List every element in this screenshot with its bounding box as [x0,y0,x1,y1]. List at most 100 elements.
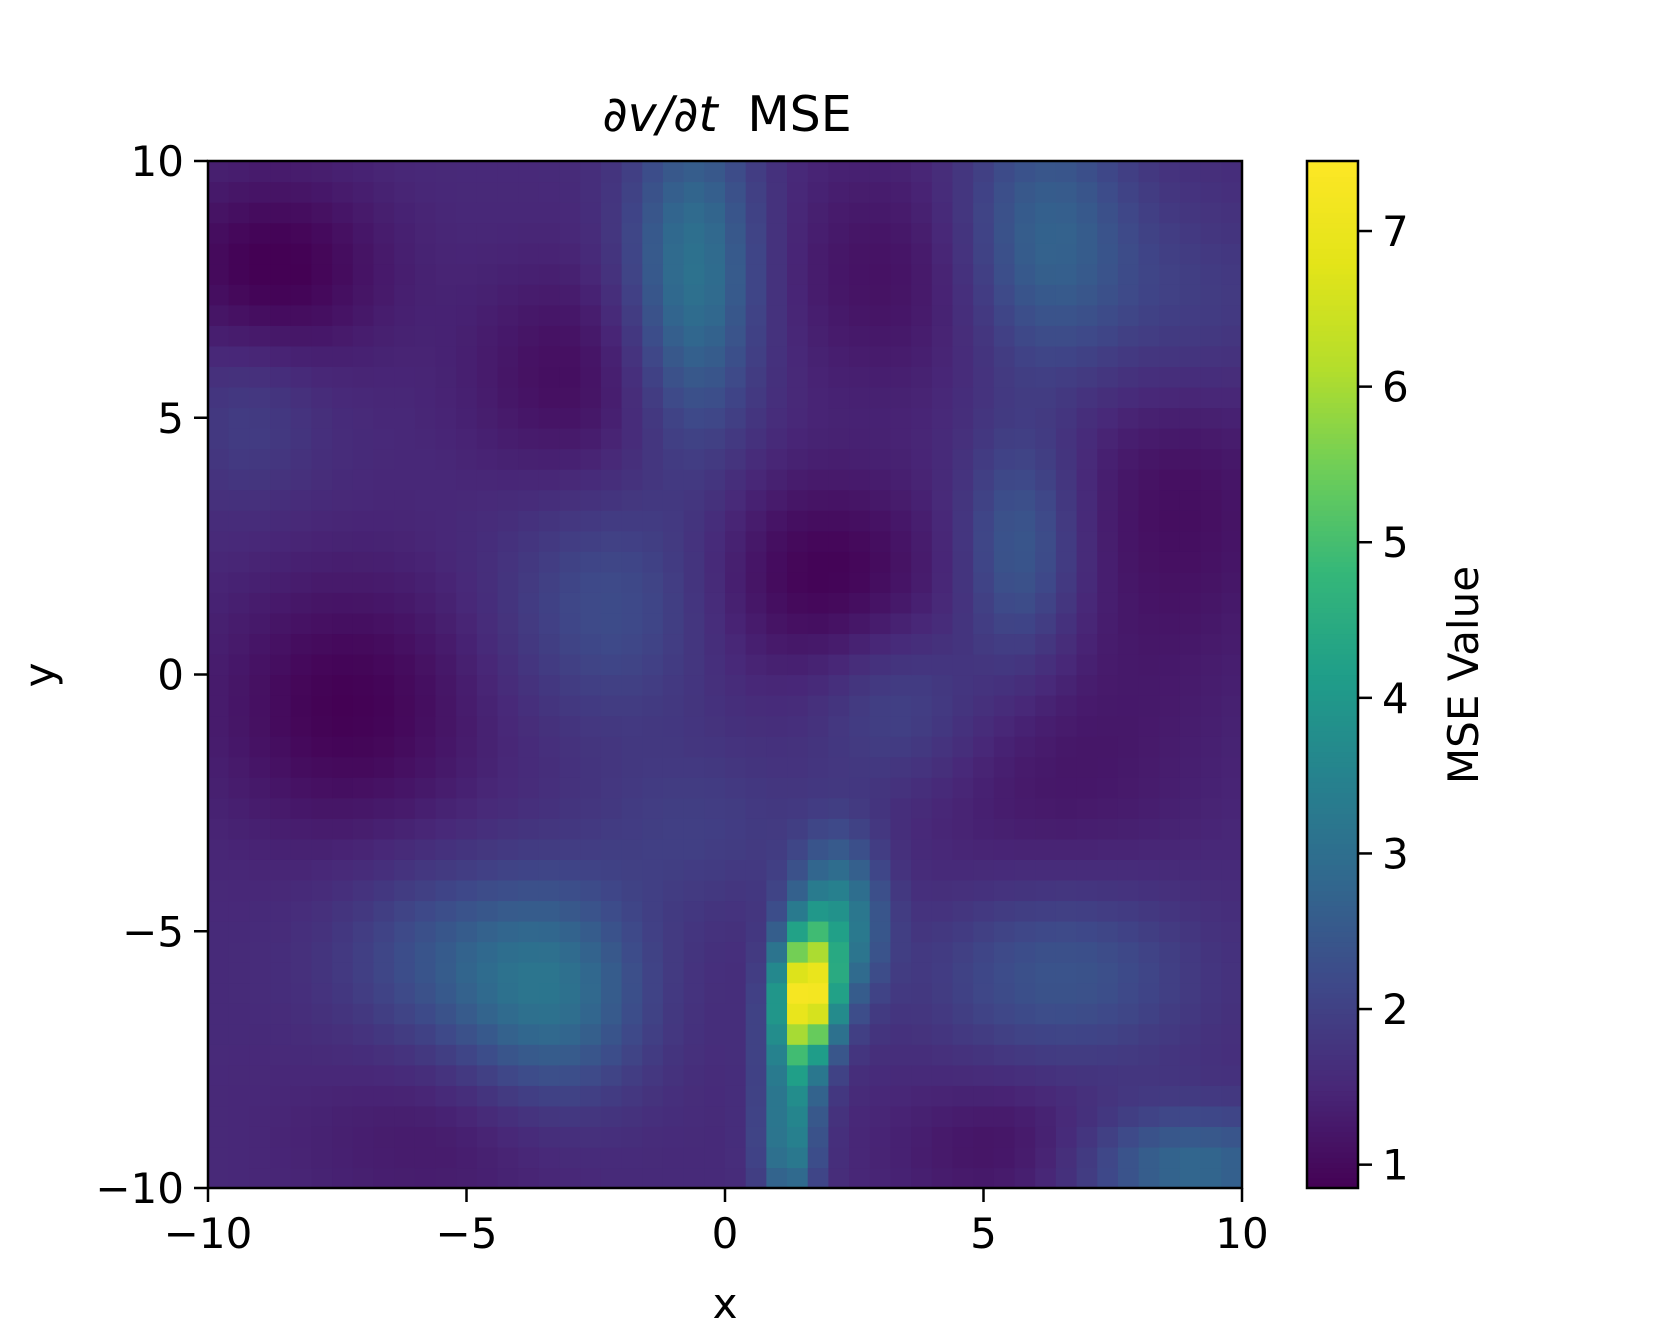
heatmap-cell [456,982,478,1004]
heatmap-cell [869,962,892,984]
heatmap-cell [1076,161,1098,183]
heatmap-cell [1200,756,1222,778]
heatmap-cell [621,448,643,470]
heatmap-cell [683,797,705,819]
heatmap-cell [249,222,271,244]
heatmap-cell [352,551,375,573]
heatmap-cell [745,161,767,183]
heatmap-cell [1097,592,1119,614]
colorbar-step [1307,1141,1358,1148]
heatmap-cell [208,530,230,552]
heatmap-cell [725,941,747,963]
heatmap-cell [787,1003,809,1025]
colorbar-step [1307,895,1358,902]
heatmap-cell [270,695,292,717]
heatmap-cell [621,962,643,984]
heatmap-cell [456,510,478,532]
heatmap-cell [1179,859,1202,881]
heatmap-cell [497,982,519,1004]
heatmap-cell [1159,181,1181,203]
heatmap-cell [352,900,375,922]
heatmap-cell [332,592,354,614]
heatmap-cell [1200,859,1222,881]
heatmap-cell [394,859,416,881]
heatmap-cell [311,674,333,696]
colorbar-step [1307,443,1358,450]
heatmap-cell [476,181,499,203]
heatmap-cell [414,920,437,943]
heatmap-cell [208,1146,230,1169]
heatmap-cell [249,859,271,881]
colorbar-step [1307,392,1358,398]
heatmap-cell [1055,1105,1078,1127]
heatmap-cell [476,161,499,183]
heatmap-cell [270,304,292,326]
heatmap-cell [766,838,788,860]
heatmap-cell [1035,818,1057,840]
heatmap-cell [1014,674,1036,696]
heatmap-cell [1055,551,1078,573]
heatmap-cell [931,448,954,470]
heatmap-cell [332,263,354,285]
heatmap-cell [1200,1064,1222,1086]
colorbar-step [1307,576,1358,583]
colorbar-step [1307,196,1358,203]
heatmap-cell [1200,202,1222,224]
colorbar-step [1307,1033,1358,1040]
heatmap-cell [1035,920,1057,943]
heatmap-cell [290,161,312,183]
colorbar-step [1307,972,1358,979]
heatmap-cell [704,222,726,244]
heatmap-cell [228,551,250,573]
y-tick-label: 0 [157,651,184,700]
heatmap-cell [642,386,664,409]
heatmap-cell [683,1126,705,1148]
heatmap-cell [973,1146,995,1169]
heatmap-cell [745,1064,767,1086]
heatmap-cell [435,1003,457,1025]
heatmap-cell [497,181,519,203]
heatmap-cell [745,612,767,635]
heatmap-cell [1200,1167,1222,1189]
colorbar-step [1307,823,1358,830]
colorbar-step [1307,1080,1358,1086]
heatmap-cell [600,674,623,696]
heatmap-cell [311,941,333,963]
heatmap-cell [1138,695,1160,717]
colorbar-step [1307,279,1358,285]
heatmap-cell [766,982,788,1004]
heatmap-cell [290,551,312,573]
heatmap-cell [580,612,602,635]
heatmap-cell [270,161,292,183]
heatmap-cell [538,633,561,655]
heatmap-cell [518,982,540,1004]
heatmap-cell [1055,1126,1078,1148]
heatmap-cell [704,551,726,573]
heatmap-cell [249,900,271,922]
heatmap-cell [1179,879,1202,902]
heatmap-cell [538,859,561,881]
heatmap-cell [662,736,685,758]
heatmap-cell [600,859,623,881]
heatmap-cell [828,962,850,984]
heatmap-cell [1014,386,1036,409]
heatmap-cell [1179,674,1202,696]
heatmap-cell [1035,386,1057,409]
heatmap-cell [290,1146,312,1169]
heatmap-cell [1179,571,1202,593]
heatmap-cell [1221,674,1243,696]
heatmap-cell [1097,1146,1119,1169]
heatmap-cell [394,879,416,902]
heatmap-cell [559,161,581,183]
heatmap-cell [1035,222,1057,244]
heatmap-cell [394,633,416,655]
heatmap-cell [807,756,829,778]
heatmap-cell [704,859,726,881]
heatmap-cell [642,345,664,367]
heatmap-cell [518,1085,540,1107]
heatmap-cell [642,202,664,224]
heatmap-cell [973,181,995,203]
heatmap-cell [1035,838,1057,860]
heatmap-cell [352,1085,375,1107]
colorbar-step [1307,1152,1358,1158]
